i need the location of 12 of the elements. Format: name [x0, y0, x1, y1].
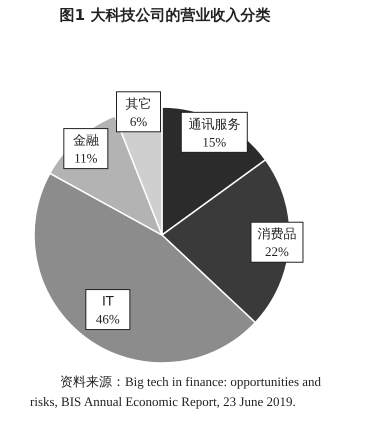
- data-label: 11%: [74, 150, 98, 166]
- slice-label: 其它: [125, 96, 152, 112]
- data-label: 15%: [202, 134, 226, 150]
- data-label: 46%: [96, 312, 120, 327]
- chart-title: 图1 大科技公司的营业收入分类: [58, 6, 272, 25]
- text: 资料来源：Big tech in finance: opportunities and risks, BIS Annual Economic Report, 23 June 2019.: [30, 373, 322, 411]
- data-label: 22%: [265, 244, 290, 260]
- slice-label: IT: [102, 294, 114, 310]
- slice-label: 通讯服务: [188, 117, 240, 132]
- slice-label: 消费品: [257, 227, 296, 242]
- data-label: 6%: [130, 114, 148, 129]
- slice-label: 金融: [72, 134, 99, 149]
